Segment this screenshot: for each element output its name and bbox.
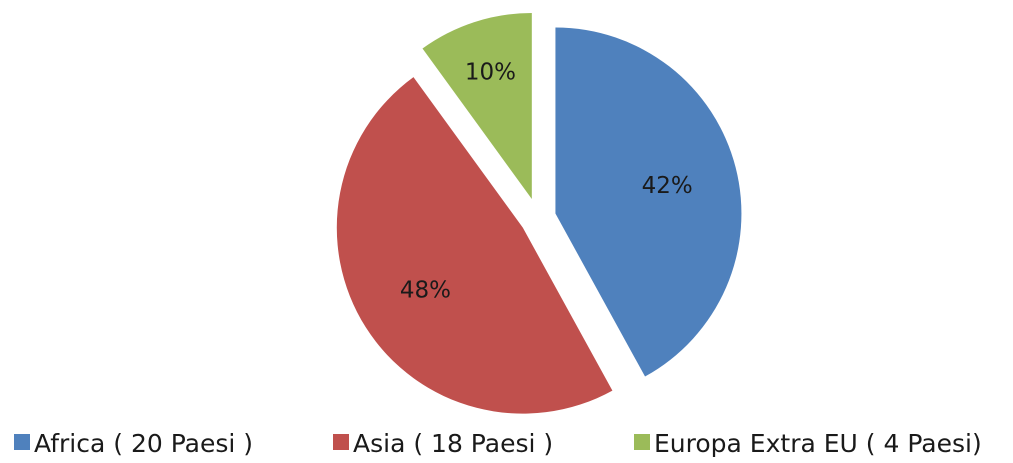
pie-slice-1: [555, 27, 742, 377]
pie-slice-3: [422, 12, 532, 199]
pie-slice-label-1: 42%: [642, 173, 693, 199]
pie-slice-2: [336, 77, 613, 414]
legend-label-1: Africa ( 20 Paesi ): [34, 429, 253, 458]
pie-slice-label-2: 48%: [400, 277, 451, 303]
pie-slice-labels: 42% 48% 10%: [400, 60, 693, 304]
pie-slices: [336, 12, 742, 414]
legend-label-2: Asia ( 18 Paesi ): [353, 429, 553, 458]
pie-slice-label-3: 10%: [465, 60, 516, 86]
legend: Africa ( 20 Paesi ) Asia ( 18 Paesi ) Euro…: [14, 429, 982, 458]
legend-swatch-2: [333, 434, 349, 450]
legend-swatch-1: [14, 434, 30, 450]
legend-label-3: Europa Extra EU ( 4 Paesi): [654, 429, 982, 458]
legend-swatch-3: [634, 434, 650, 450]
